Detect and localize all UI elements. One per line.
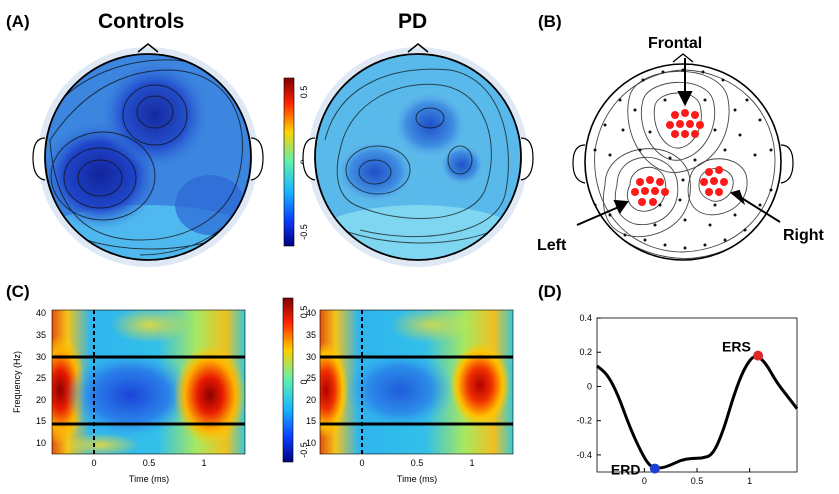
colorbar-c-tick: 0.5 — [299, 306, 309, 319]
erd-point — [649, 463, 660, 474]
tf-ytick: 15 — [36, 416, 46, 426]
panel-b-label: (B) — [538, 12, 562, 31]
electrode-cluster-left — [631, 176, 669, 206]
tf-xlabel: Time (ms) — [129, 474, 169, 484]
tf-map-pd — [320, 310, 513, 454]
tf-xtick: 0.5 — [143, 458, 156, 468]
tf-pd-yaxis: 40 35 30 25 20 15 10 — [306, 308, 316, 448]
electrode-cluster-frontal — [666, 109, 704, 138]
x-tick-label: 1 — [747, 476, 752, 486]
tf-controls-yaxis: 40 35 30 25 20 15 10 Frequency (Hz) — [12, 308, 46, 448]
panel-d-label: (D) — [538, 282, 562, 301]
colorbar-c: 0.5 0 -0.5 — [282, 297, 309, 463]
tf-ytick: 25 — [36, 373, 46, 383]
tf-xtick: 0 — [359, 458, 364, 468]
y-tick-label: 0.4 — [579, 313, 592, 323]
tf-ytick: 35 — [36, 330, 46, 340]
tf-ylabel: Frequency (Hz) — [12, 351, 22, 413]
panel-a-label: (A) — [6, 12, 30, 31]
tf-xtick: 0.5 — [411, 458, 424, 468]
pd-head — [302, 43, 534, 267]
tf-xtick: 1 — [469, 458, 474, 468]
electrode-montage: Frontal Left Right — [537, 35, 825, 261]
region-frontal-label: Frontal — [648, 35, 702, 52]
region-right-label: Right — [783, 227, 825, 244]
plot-frame — [596, 317, 798, 473]
tf-ytick: 35 — [306, 330, 316, 340]
tf-ytick: 20 — [36, 395, 46, 405]
tf-pd-xaxis: 0 0.5 1 Time (ms) — [359, 458, 474, 484]
tf-ytick: 10 — [306, 438, 316, 448]
tf-ytick: 30 — [36, 352, 46, 362]
panel-c-label: (C) — [6, 282, 30, 301]
tf-controls-xaxis: 0 0.5 1 Time (ms) — [91, 458, 206, 484]
colorbar-a-tick: 0.5 — [299, 86, 309, 99]
y-tick-label: 0.2 — [579, 347, 592, 357]
controls-head — [32, 43, 264, 267]
tf-ytick: 15 — [306, 416, 316, 426]
y-axis: 0.4 0.2 0 -0.2 -0.4 — [576, 313, 601, 460]
tf-map-controls — [52, 310, 245, 454]
y-tick-label: 0 — [587, 381, 592, 391]
colorbar-a-tick: -0.5 — [299, 224, 309, 240]
ers-point — [753, 350, 764, 361]
y-tick-label: -0.4 — [576, 450, 592, 460]
pd-title: PD — [398, 10, 428, 33]
region-left-label: Left — [537, 237, 567, 254]
x-axis: 0 0.5 1 — [642, 468, 752, 486]
ers-label: ERS — [722, 339, 751, 355]
erd-label: ERD — [611, 462, 641, 478]
x-tick-label: 0.5 — [691, 476, 704, 486]
electrode-dots — [593, 68, 773, 250]
x-tick-label: 0 — [642, 476, 647, 486]
colorbar-c-tick: 0 — [299, 379, 309, 384]
y-tick-label: -0.2 — [576, 416, 592, 426]
tf-ytick: 10 — [36, 438, 46, 448]
tf-ytick: 40 — [36, 308, 46, 318]
tf-xtick: 0 — [91, 458, 96, 468]
tf-ytick: 30 — [306, 352, 316, 362]
tf-ytick: 25 — [306, 373, 316, 383]
topomap-panel: 0.5 0 -0.5 — [32, 43, 534, 267]
tf-xlabel: Time (ms) — [397, 474, 437, 484]
colorbar-c-tick: -0.5 — [299, 442, 309, 458]
controls-title: Controls — [98, 10, 185, 33]
time-frequency-panel: 40 35 30 25 20 15 10 Frequency (Hz) 0 0.… — [12, 297, 514, 484]
tf-ytick: 40 — [306, 308, 316, 318]
tf-xtick: 1 — [201, 458, 206, 468]
tf-ytick: 20 — [306, 395, 316, 405]
erd-ers-chart: 0.40.20-0.2-0.4 0 0.5 1 ERD ERS — [576, 313, 799, 486]
electrode-cluster-right — [700, 166, 728, 196]
